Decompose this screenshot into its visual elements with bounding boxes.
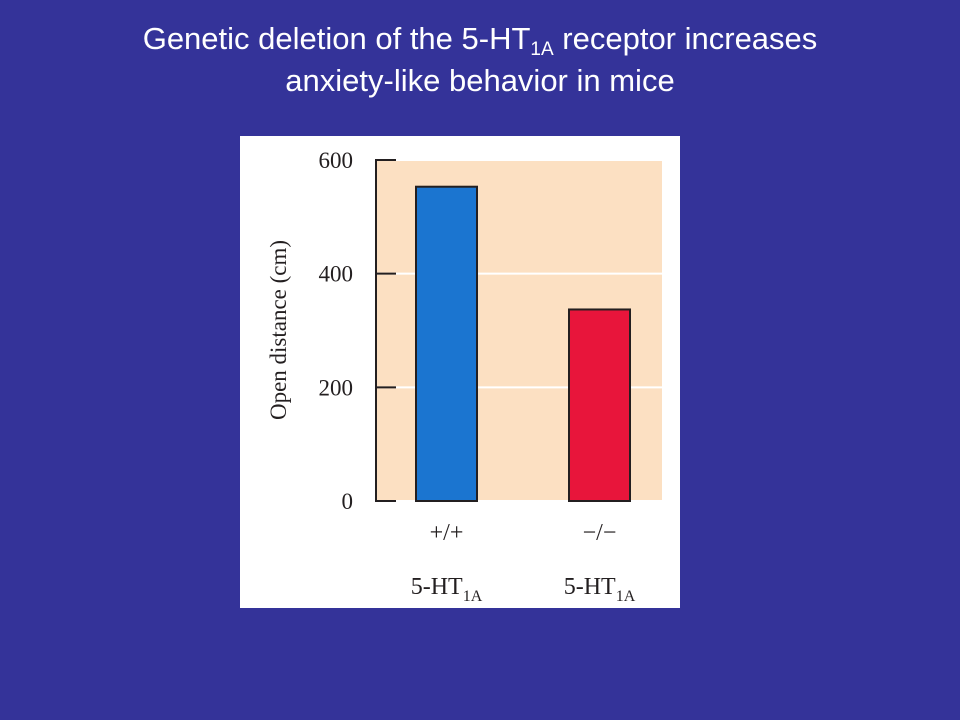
bar	[415, 185, 478, 502]
y-tick-label: 0	[342, 489, 354, 514]
x-tick-label-genotype: −/−	[583, 520, 617, 546]
y-axis-label: Open distance (cm)	[266, 240, 291, 420]
y-tick-label: 600	[319, 148, 354, 173]
title-prefix: Genetic deletion of the 5-HT	[142, 21, 531, 56]
bars	[415, 185, 631, 502]
x-tick-label-receptor: 5-HT1A	[411, 574, 483, 605]
y-tick-label: 200	[319, 375, 354, 400]
x-tick-label-receptor: 5-HT1A	[564, 574, 636, 605]
slide-title-line-2: anxiety-like behavior in mice	[285, 63, 675, 98]
y-tick-label: 400	[319, 262, 354, 287]
y-ticks: 0 200 400 600	[319, 148, 396, 514]
x-labels: +/+ 5-HT1A −/− 5-HT1A	[411, 520, 636, 605]
x-tick-label-genotype: +/+	[430, 520, 464, 546]
title-subscript: 1A	[530, 39, 554, 60]
figure-panel: 0 200 400 600 +/+ 5-HT1A −/− 5-HT1A Open dista…	[240, 136, 680, 608]
bar-chart: 0 200 400 600 +/+ 5-HT1A −/− 5-HT1A Open dista…	[266, 148, 662, 605]
bar	[568, 308, 631, 502]
slide-title-line-1: Genetic deletion of the 5-HT1A receptor …	[0, 18, 960, 60]
title-suffix: receptor increases	[553, 21, 818, 56]
slide-title: Genetic deletion of the 5-HT1A receptor …	[0, 18, 960, 102]
